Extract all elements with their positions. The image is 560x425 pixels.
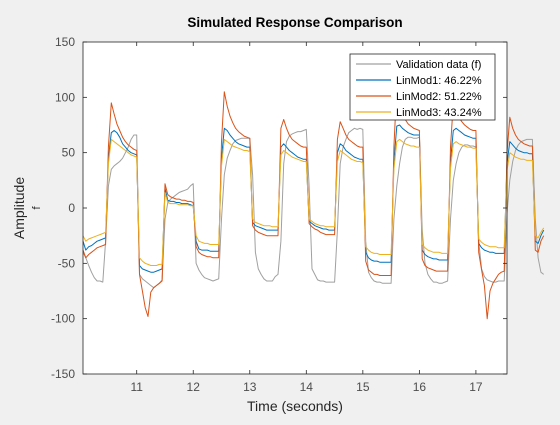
x-tick-label: 15 xyxy=(356,380,370,394)
series-line-3 xyxy=(82,85,545,320)
x-tick-label: 13 xyxy=(243,380,257,394)
series-group xyxy=(82,85,545,320)
y-tick-label: 150 xyxy=(55,35,75,49)
y-tick-label: -100 xyxy=(51,312,75,326)
x-tick-label: 16 xyxy=(413,380,427,394)
legend-label-2: LinMod1: 46.22% xyxy=(396,75,482,87)
x-tick-label: 11 xyxy=(130,380,143,394)
x-tick-label: 12 xyxy=(187,380,201,394)
y-ticks: -150 -100 -50 0 50 100 150 xyxy=(51,35,507,381)
y-tick-label: -150 xyxy=(51,367,75,381)
y-tick-label: -50 xyxy=(58,256,76,270)
y-axis-sublabel: f xyxy=(31,206,43,210)
legend-label-4: LinMod3: 43.24% xyxy=(396,107,482,119)
y-tick-label: 50 xyxy=(62,146,76,160)
y-tick-label: 100 xyxy=(55,90,75,104)
legend-label-3: LinMod2: 51.22% xyxy=(396,91,482,103)
y-axis-label: Amplitude xyxy=(11,177,27,239)
chart-title: Simulated Response Comparison xyxy=(187,15,402,30)
x-tick-label: 17 xyxy=(469,380,483,394)
x-axis-label: Time (seconds) xyxy=(247,398,343,414)
legend[interactable]: Validation data (f) LinMod1: 46.22% LinMod… xyxy=(349,53,496,121)
series-line-2 xyxy=(82,124,545,273)
legend-label-1: Validation data (f) xyxy=(396,59,481,71)
y-tick-label: 0 xyxy=(68,201,75,215)
series-line-4 xyxy=(82,138,545,266)
legend-box xyxy=(349,53,496,121)
x-ticks: 11 12 13 14 15 16 17 xyxy=(130,42,483,394)
legend-items: Validation data (f) LinMod1: 46.22% LinMod… xyxy=(356,59,482,119)
x-tick-label: 14 xyxy=(300,380,314,394)
